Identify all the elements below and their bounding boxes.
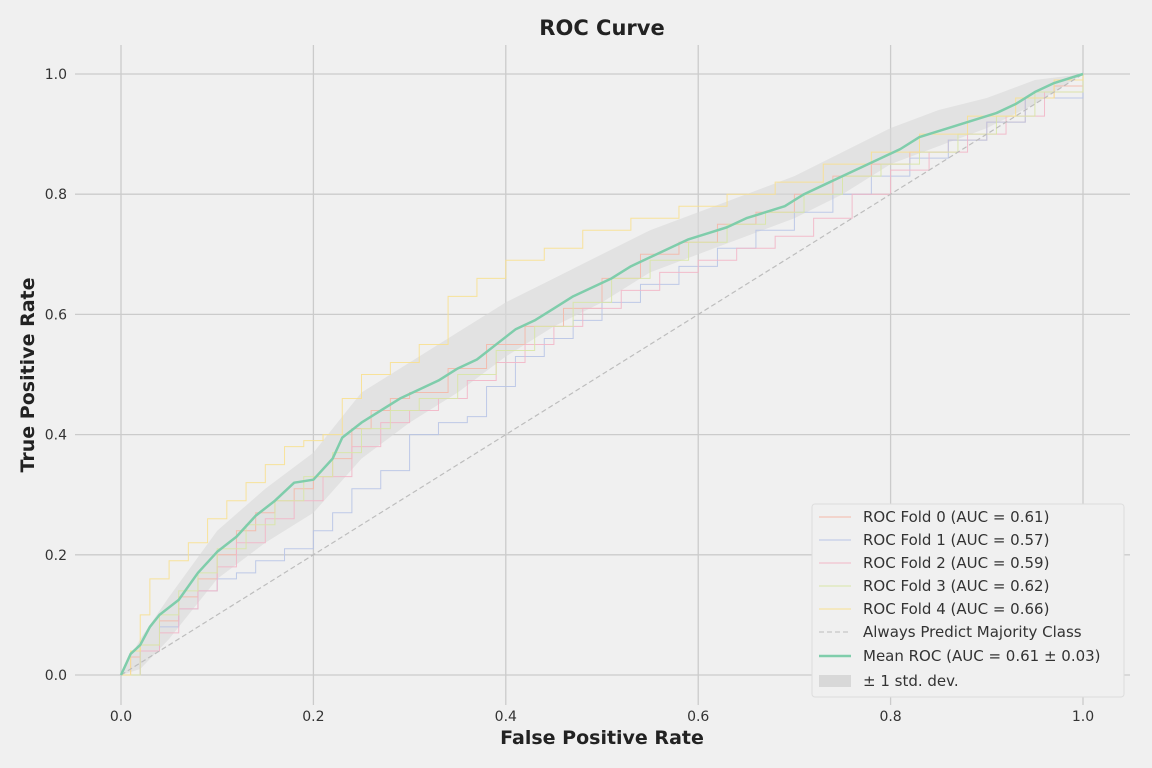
legend-label: Mean ROC (AUC = 0.61 ± 0.03) [863,647,1101,665]
legend: ROC Fold 0 (AUC = 0.61) ROC Fold 1 (AUC =… [811,503,1125,698]
x-axis-label: False Positive Rate [500,727,704,749]
y-tick-label: 1.0 [45,67,67,83]
legend-label: ROC Fold 4 (AUC = 0.66) [863,600,1049,618]
x-tick-label: 0.6 [687,709,709,725]
y-tick-label: 0.0 [45,668,67,684]
roc-fold-4-line [121,74,1084,676]
y-tick-label: 0.2 [45,548,67,564]
y-tick-label: 0.6 [45,307,67,323]
legend-swatch-std-dev [819,675,851,687]
chart-title: ROC Curve [539,16,664,40]
legend-label: ROC Fold 3 (AUC = 0.62) [863,577,1049,595]
roc-fold-2-line [121,74,1084,676]
legend-label: ± 1 std. dev. [863,672,959,690]
legend-box [811,503,1125,698]
roc-fold-1-line [121,74,1084,676]
plot-area [119,72,1084,676]
y-tick-label: 0.8 [45,187,67,203]
y-tick-label: 0.4 [45,428,67,444]
legend-label: Always Predict Majority Class [863,623,1082,641]
legend-label: ROC Fold 0 (AUC = 0.61) [863,508,1049,526]
x-tick-label: 0.8 [879,709,901,725]
roc-fold-3-line [121,74,1084,676]
legend-label: ROC Fold 2 (AUC = 0.59) [863,554,1049,572]
x-tick-label: 0.0 [110,709,132,725]
majority-class-line [120,73,1084,676]
x-tick-label: 0.4 [495,709,517,725]
grid [75,45,1130,705]
x-tick-label: 0.2 [302,709,324,725]
y-axis-label: True Positive Rate [17,278,39,473]
tick-labels: 0.0 0.2 0.4 0.6 0.8 1.0 0.0 0.2 0.4 0.6 0.8 1.0 [45,67,1094,725]
mean-roc-line [119,72,1084,676]
legend-label: ROC Fold 1 (AUC = 0.57) [863,531,1049,549]
x-tick-label: 1.0 [1072,709,1094,725]
